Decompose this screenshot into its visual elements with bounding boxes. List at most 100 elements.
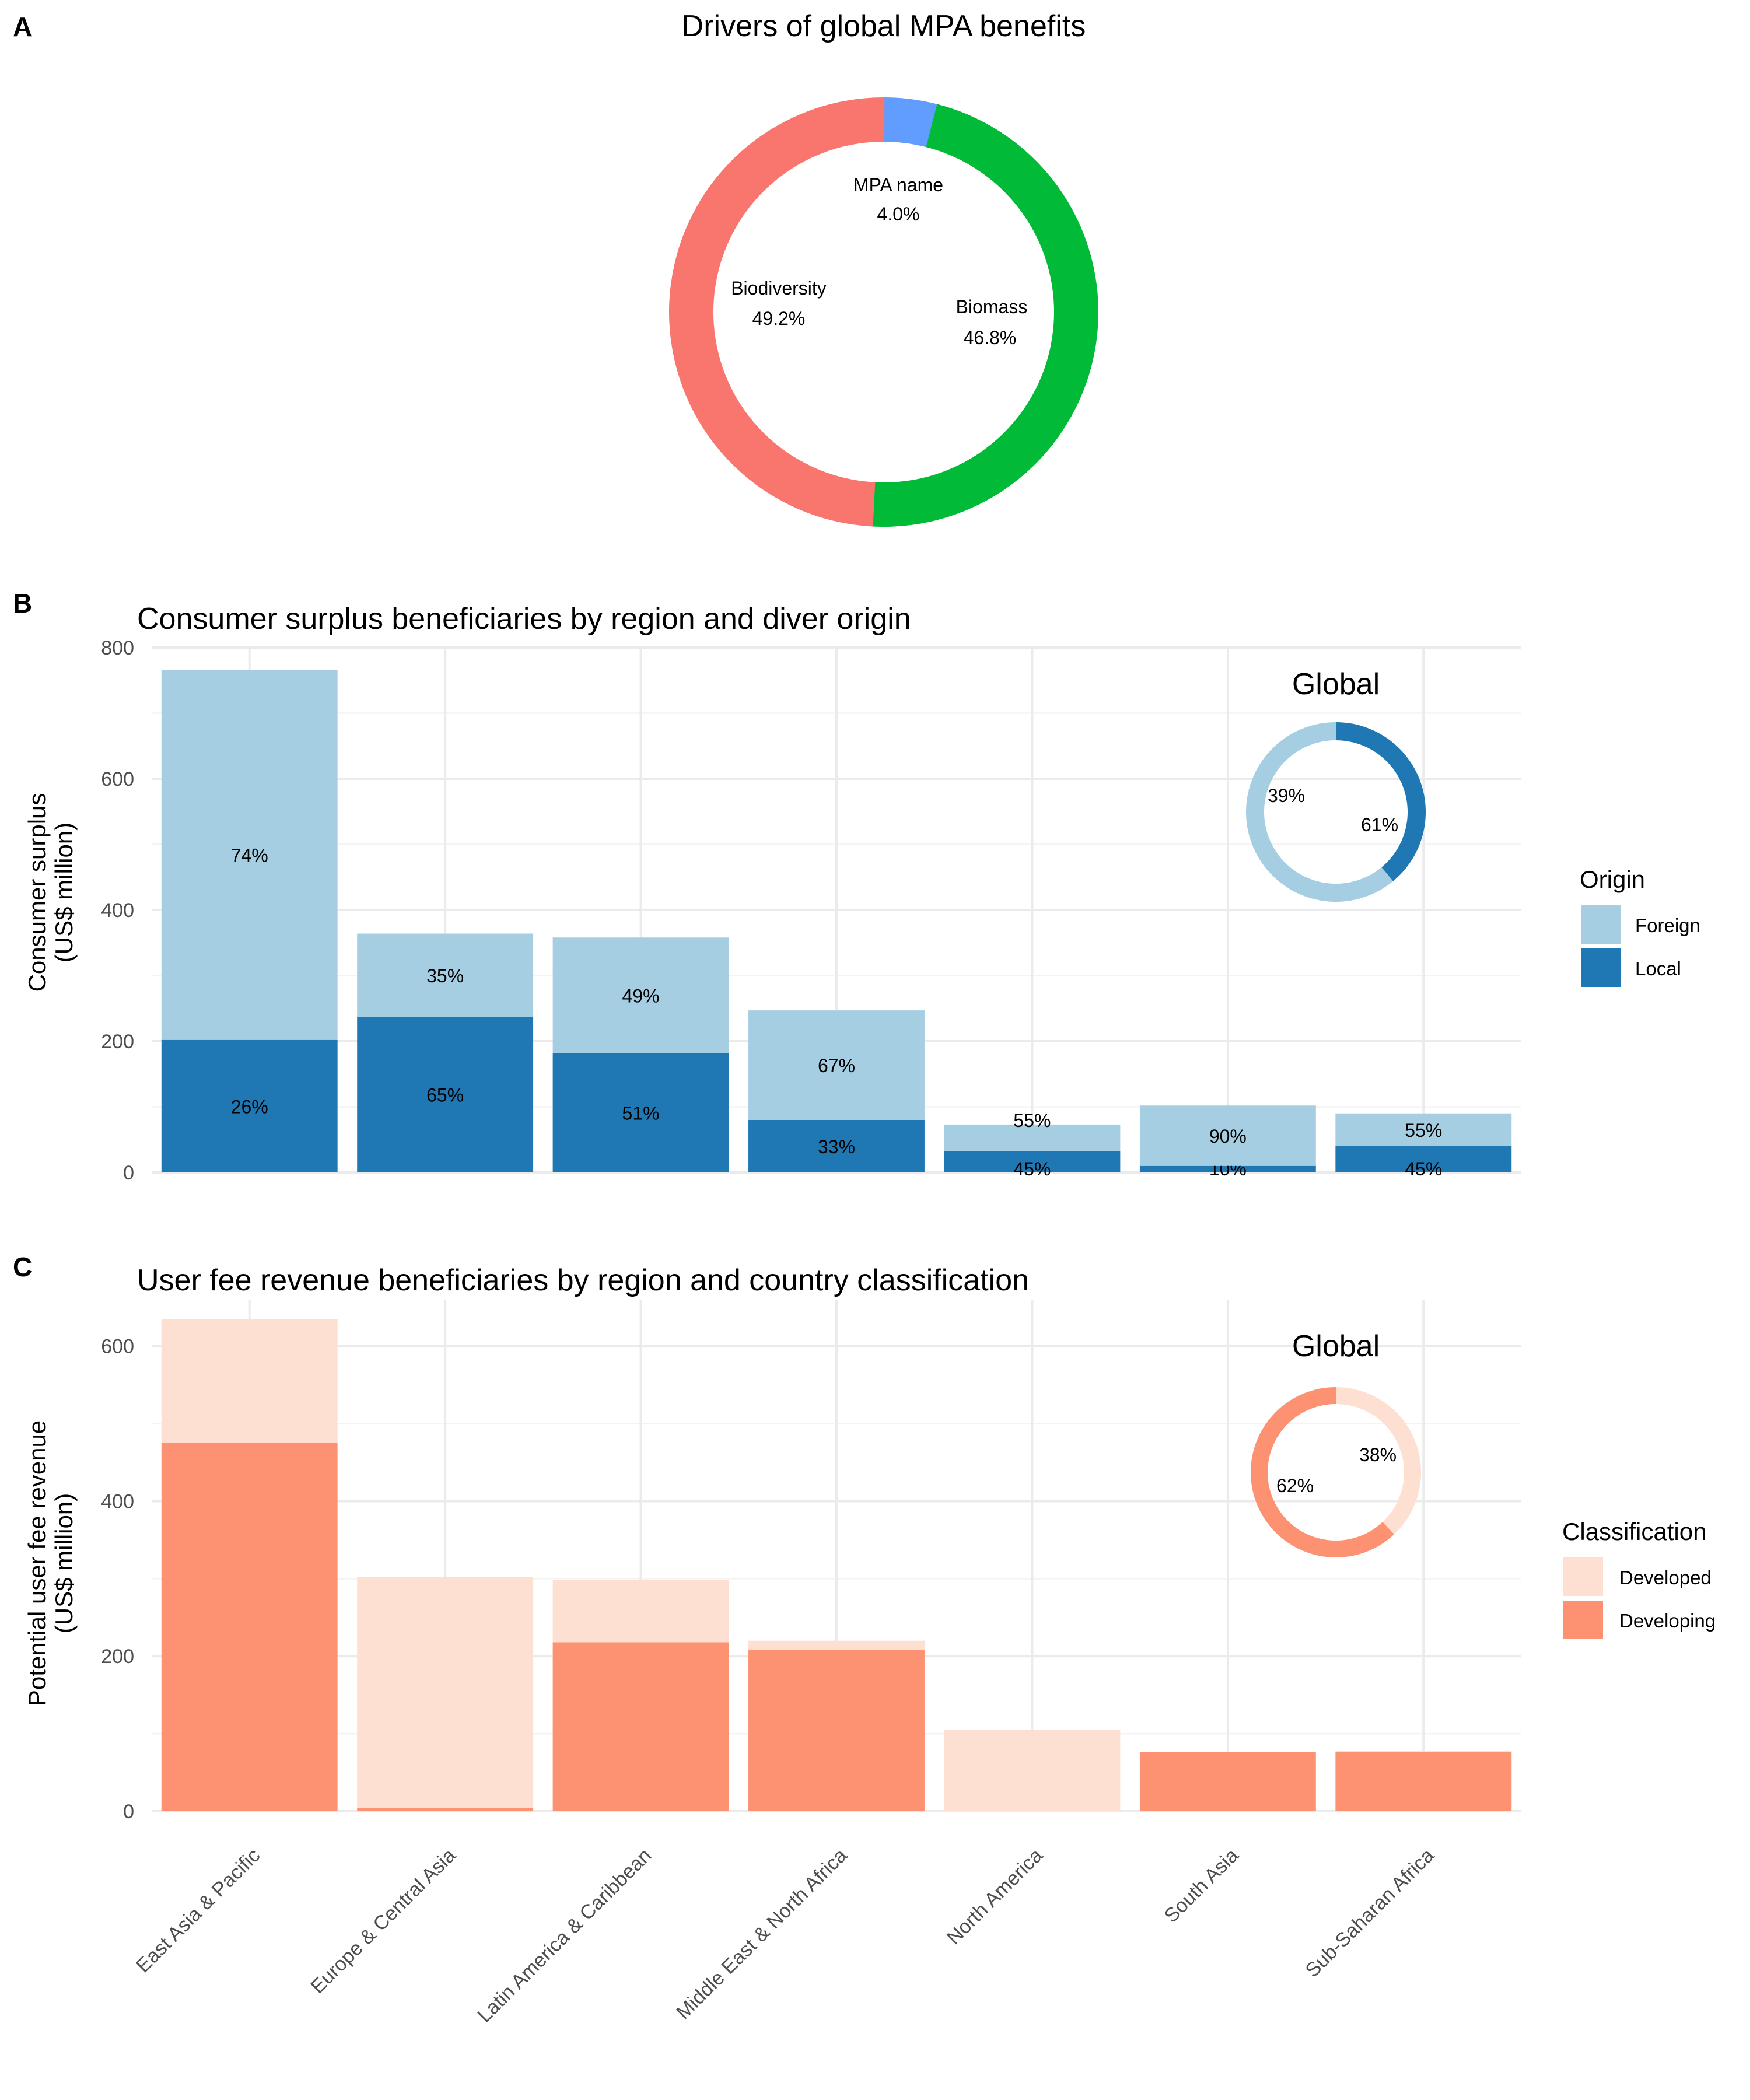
- panel-tag-b: B: [13, 588, 32, 618]
- drivers-slice-1: [872, 104, 1099, 527]
- x-tick-label-east-asia-pacific: East Asia & Pacific: [132, 1845, 264, 1977]
- classification-legend: Classification Developed Developing: [1562, 1518, 1716, 1639]
- surplus-bar-foreign-middle-east-north-africa: [748, 1010, 925, 1120]
- classification-global-percent-0: 38%: [1359, 1444, 1396, 1465]
- ylabel-line-2: (US$ million): [50, 1493, 78, 1633]
- legend-label-developed: Developed: [1619, 1567, 1712, 1588]
- origin-global-percent-0: 39%: [1268, 785, 1305, 806]
- fee-bar-developed-latin-america-caribbean: [552, 1580, 729, 1643]
- classification-slice-0: [1336, 1387, 1421, 1535]
- panel-a-title: Drivers of global MPA benefits: [682, 9, 1086, 43]
- fee-bar-developing-latin-america-caribbean: [552, 1642, 729, 1811]
- surplus-label-local-latin-america-caribbean: 51%: [622, 1103, 660, 1124]
- mpa-name-label: MPA name: [853, 174, 943, 195]
- ylabel-line-1: Potential user fee revenue: [23, 1420, 51, 1706]
- y-tick-label: 0: [123, 1801, 134, 1823]
- surplus-label-foreign-sub-saharan-africa: 55%: [1405, 1120, 1442, 1141]
- origin-slice-0: [1336, 722, 1426, 882]
- surplus-bar-foreign-east-asia-pacific: [161, 670, 338, 1040]
- fee-bar-developing-sub-saharan-africa: [1335, 1752, 1512, 1811]
- fee-bar-developing-middle-east-north-africa: [748, 1650, 925, 1811]
- origin-global-donut: 39% 61%: [1246, 722, 1426, 902]
- ylabel-line-1: Consumer surplus: [23, 793, 51, 992]
- surplus-label-foreign-latin-america-caribbean: 49%: [622, 985, 660, 1006]
- surplus-bar-local-east-asia-pacific: [161, 1040, 338, 1172]
- x-tick-label-north-america: North America: [943, 1845, 1047, 1949]
- surplus-bar-local-middle-east-north-africa: [748, 1120, 925, 1172]
- drivers-slice-0: [884, 97, 938, 148]
- surplus-bar-foreign-europe-central-asia: [357, 933, 534, 1017]
- x-tick-label-latin-america-caribbean: Latin America & Caribbean: [473, 1845, 656, 2027]
- biomass-label: Biomass: [956, 296, 1028, 317]
- y-tick-label: 200: [101, 1646, 134, 1668]
- surplus-bar-foreign-latin-america-caribbean: [552, 937, 729, 1054]
- y-tick-label: 600: [101, 1336, 134, 1358]
- fee-bar-developing-south-asia: [1139, 1752, 1316, 1811]
- fee-bar-developing-east-asia-pacific: [161, 1443, 338, 1811]
- drivers-donut: [669, 97, 1099, 527]
- surplus-label-foreign-east-asia-pacific: 74%: [231, 845, 268, 866]
- classification-global-donut: 38% 62%: [1251, 1387, 1421, 1558]
- surplus-label-foreign-europe-central-asia: 35%: [426, 965, 464, 986]
- classification-slice-1: [1251, 1387, 1394, 1558]
- surplus-bar-foreign-sub-saharan-africa: [1335, 1113, 1512, 1146]
- surplus-bar-local-south-asia: [1139, 1166, 1316, 1172]
- biodiversity-percent: 49.2%: [752, 308, 806, 329]
- drivers-donut-labels: MPA name 4.0% Biomass 46.8% Biodiversity 49.2…: [731, 174, 1027, 348]
- legend-label-local: Local: [1635, 958, 1681, 979]
- biomass-percent: 46.8%: [964, 327, 1017, 348]
- fee-bar-developing-europe-central-asia: [357, 1808, 534, 1811]
- x-tick-label-sub-saharan-africa: Sub-Saharan Africa: [1301, 1845, 1438, 1982]
- consumer-surplus-ylabel: Consumer surplus (US$ million): [23, 793, 78, 992]
- origin-legend: Origin Foreign Local: [1580, 866, 1700, 987]
- legend-swatch-developed: [1563, 1558, 1603, 1596]
- fee-bar-developed-north-america: [944, 1730, 1121, 1811]
- drivers-slice-2: [669, 97, 885, 527]
- legend-swatch-foreign: [1581, 905, 1620, 944]
- surplus-label-foreign-south-asia: 90%: [1209, 1126, 1247, 1147]
- surplus-bar-local-europe-central-asia: [357, 1017, 534, 1172]
- fee-bar-developed-east-asia-pacific: [161, 1319, 338, 1443]
- panel-c-title: User fee revenue beneficiaries by region…: [137, 1264, 1029, 1297]
- fee-bar-developed-europe-central-asia: [357, 1577, 534, 1808]
- surplus-label-local-middle-east-north-africa: 33%: [818, 1136, 855, 1157]
- surplus-label-foreign-middle-east-north-africa: 67%: [818, 1055, 855, 1076]
- surplus-bar-foreign-north-america: [944, 1124, 1121, 1151]
- surplus-label-foreign-north-america: 55%: [1013, 1110, 1051, 1131]
- surplus-label-local-europe-central-asia: 65%: [426, 1085, 464, 1106]
- ylabel-line-2: (US$ million): [50, 822, 78, 963]
- y-tick-label: 800: [101, 637, 134, 659]
- panel-tag-c: C: [13, 1252, 32, 1282]
- surplus-bar-local-latin-america-caribbean: [552, 1053, 729, 1172]
- y-tick-label: 400: [101, 900, 134, 922]
- surplus-label-local-north-america: 45%: [1013, 1158, 1051, 1180]
- legend-swatch-developing: [1563, 1601, 1603, 1639]
- legend-label-foreign: Foreign: [1635, 915, 1700, 936]
- panel-tag-a: A: [13, 12, 32, 42]
- inset-b-title: Global: [1292, 667, 1380, 701]
- panel-b-title: Consumer surplus beneficiaries by region…: [137, 602, 911, 636]
- y-tick-label: 400: [101, 1490, 134, 1513]
- x-tick-label-south-asia: South Asia: [1160, 1845, 1243, 1927]
- surplus-bar-local-north-america: [944, 1150, 1121, 1172]
- y-tick-label: 0: [123, 1162, 134, 1184]
- x-tick-label-middle-east-north-africa: Middle East & North Africa: [672, 1845, 852, 2024]
- y-tick-label: 600: [101, 768, 134, 790]
- legend-label-developing: Developing: [1619, 1610, 1716, 1632]
- origin-legend-title: Origin: [1580, 866, 1645, 893]
- classification-legend-title: Classification: [1562, 1518, 1706, 1545]
- surplus-bar-foreign-south-asia: [1139, 1105, 1316, 1166]
- fee-bar-developed-middle-east-north-africa: [748, 1640, 925, 1650]
- fee-bar-developed-sub-saharan-africa: [1335, 1751, 1512, 1753]
- classification-global-percent-1: 62%: [1276, 1475, 1314, 1496]
- inset-c-title: Global: [1292, 1329, 1380, 1363]
- x-tick-label-europe-central-asia: Europe & Central Asia: [306, 1845, 460, 1998]
- origin-global-percent-1: 61%: [1361, 814, 1398, 835]
- y-tick-label: 200: [101, 1031, 134, 1053]
- surplus-label-local-east-asia-pacific: 26%: [231, 1096, 268, 1117]
- surplus-bar-local-sub-saharan-africa: [1335, 1146, 1512, 1172]
- mpa-name-percent: 4.0%: [877, 204, 920, 225]
- legend-swatch-local: [1581, 949, 1620, 987]
- user-fee-ylabel: Potential user fee revenue (US$ million): [23, 1420, 78, 1706]
